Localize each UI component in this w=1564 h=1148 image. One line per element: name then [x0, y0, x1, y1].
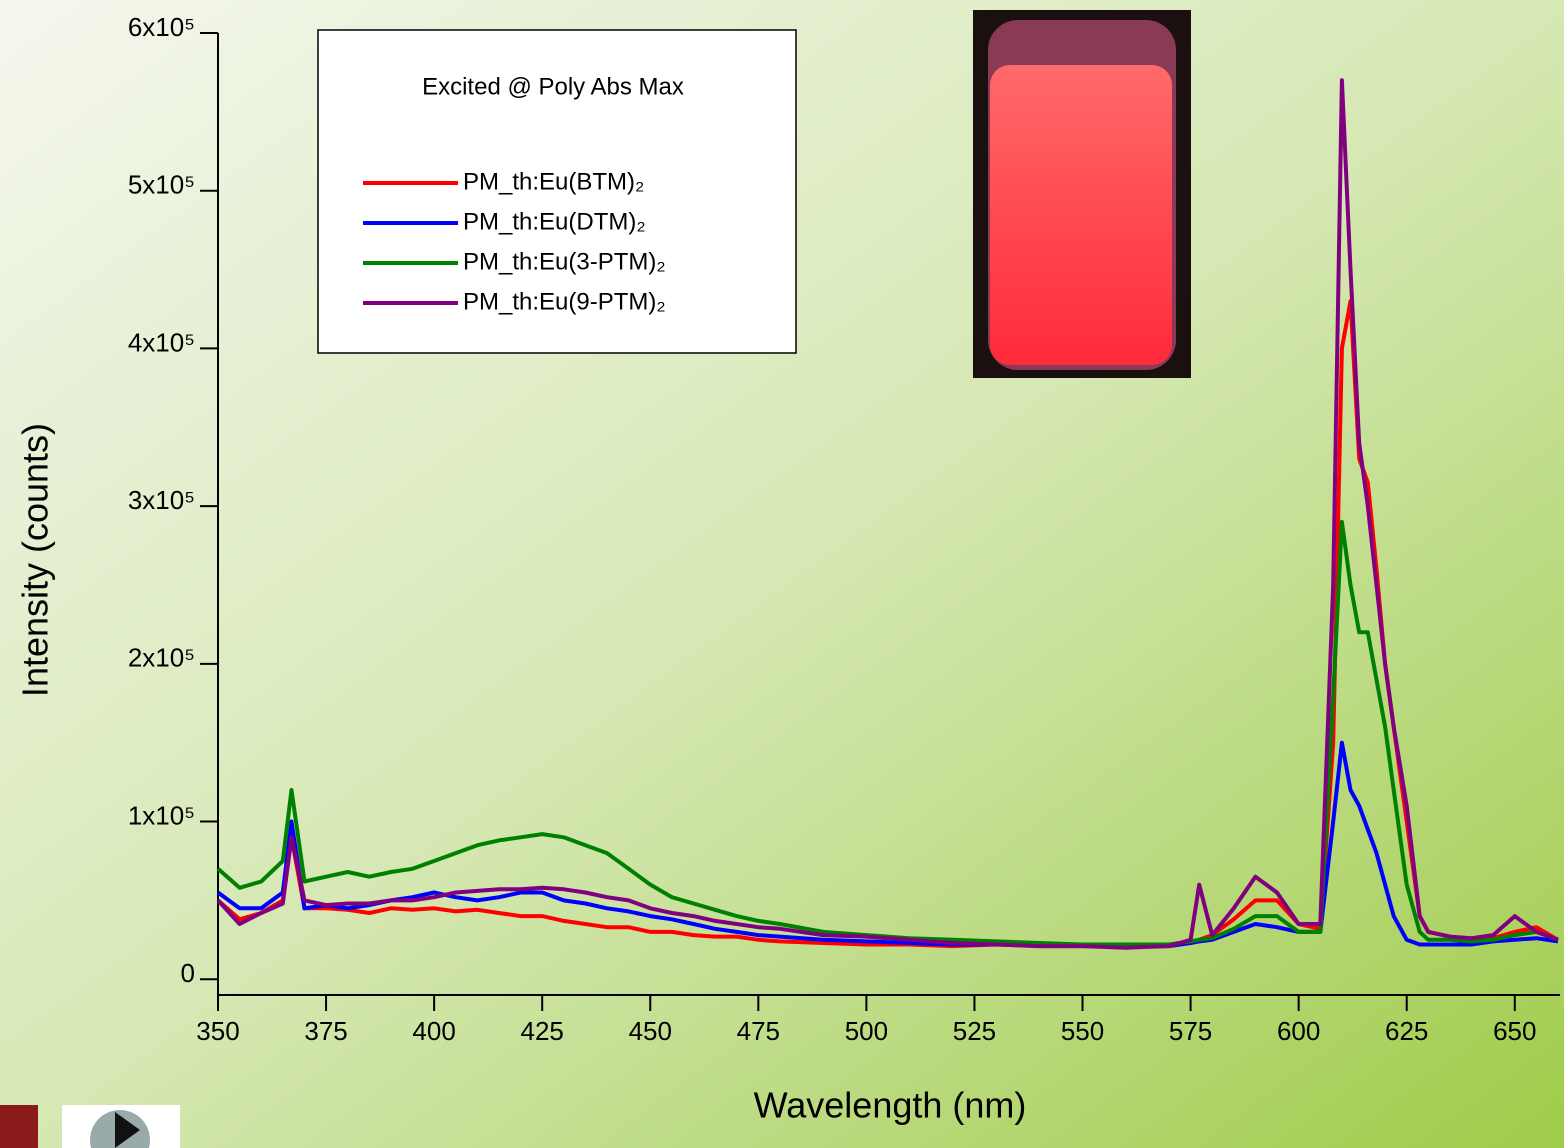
x-tick-label: 375	[304, 1016, 347, 1046]
legend-label: PM_th:Eu(9-PTM)₂	[463, 288, 666, 315]
series-line	[216, 740, 1559, 949]
y-tick-label: 2x10⁵	[128, 643, 195, 673]
x-tick-label: 425	[520, 1016, 563, 1046]
x-tick-label: 350	[196, 1016, 239, 1046]
y-tick-label: 6x10⁵	[128, 12, 195, 42]
y-tick-label: 4x10⁵	[128, 327, 195, 357]
x-tick-label: 600	[1277, 1016, 1320, 1046]
x-tick-label: 475	[737, 1016, 780, 1046]
y-tick-label: 1x10⁵	[128, 800, 195, 830]
x-tick-label: 625	[1385, 1016, 1428, 1046]
y-tick-label: 0	[181, 958, 195, 988]
legend-title: Excited @ Poly Abs Max	[422, 73, 684, 100]
legend-label: PM_th:Eu(BTM)₂	[463, 168, 644, 195]
x-tick-label: 500	[845, 1016, 888, 1046]
y-axis-label: Intensity (counts)	[15, 423, 56, 697]
legend-box	[317, 29, 797, 354]
y-tick-label: 3x10⁵	[128, 485, 195, 515]
x-tick-label: 575	[1169, 1016, 1212, 1046]
inset-photo	[973, 10, 1191, 378]
x-tick-label: 525	[953, 1016, 996, 1046]
logos	[0, 1105, 180, 1148]
x-tick-label: 550	[1061, 1016, 1104, 1046]
legend-label: PM_th:Eu(DTM)₂	[463, 208, 646, 235]
series-line	[216, 519, 1559, 947]
x-tick-label: 400	[412, 1016, 455, 1046]
x-tick-label: 450	[629, 1016, 672, 1046]
legend: Excited @ Poly Abs Max PM_th:Eu(BTM)₂ PM_…	[317, 29, 797, 354]
series-line	[216, 78, 1559, 950]
legend-label: PM_th:Eu(3-PTM)₂	[463, 248, 666, 275]
y-tick-label: 5x10⁵	[128, 170, 195, 200]
x-axis-label: Wavelength (nm)	[754, 1085, 1027, 1126]
x-tick-label: 650	[1493, 1016, 1536, 1046]
